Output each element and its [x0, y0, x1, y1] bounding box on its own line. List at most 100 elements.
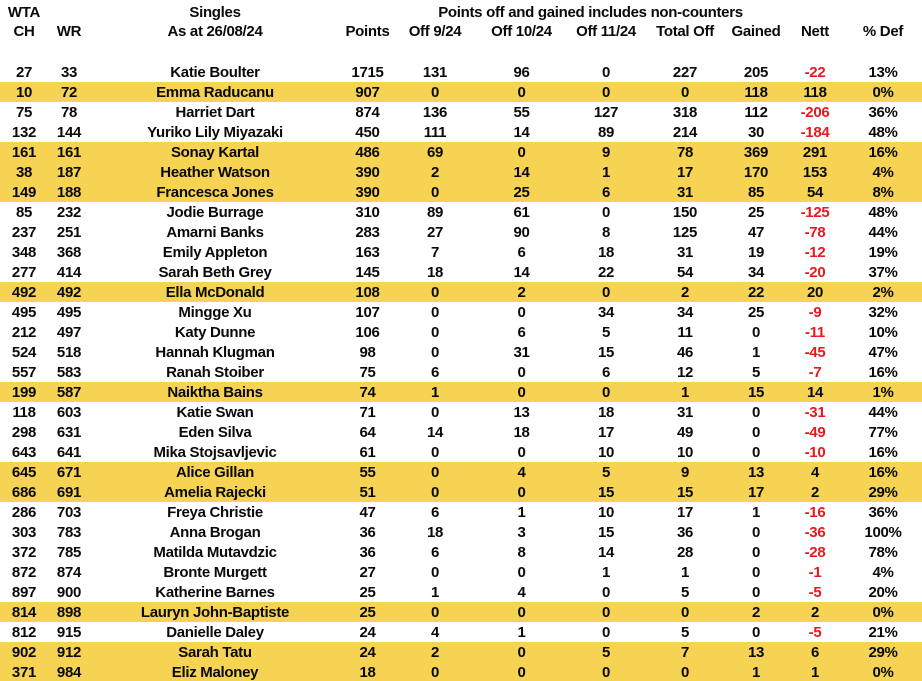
table-row: 812 915 Danielle Daley 24 4 1 0 5 0 -5 21%: [0, 622, 922, 642]
cell-points: 55: [359, 463, 376, 481]
cell-nett: 14: [806, 383, 824, 401]
cell-total-off: 12: [676, 363, 694, 381]
cell-total-off: 36: [676, 523, 694, 541]
cell-points: 64: [359, 423, 376, 441]
cell-pct-def: 13%: [868, 63, 898, 81]
cell-nett: -78: [804, 223, 826, 241]
cell-off-11-24: 5: [601, 643, 611, 661]
cell-off-10-24: 0: [517, 383, 526, 401]
cell-off-9-24: 136: [422, 103, 448, 121]
cell-off-9-24: 0: [430, 663, 440, 681]
cell-name: Eliz Maloney: [171, 663, 259, 681]
singles-title: Singles: [189, 4, 241, 21]
cell-off-11-24: 127: [593, 103, 619, 121]
cell-pct-def: 100%: [864, 523, 902, 541]
cell-nett: -12: [804, 243, 826, 261]
cell-off-9-24: 1: [430, 583, 440, 601]
cell-name: Alice Gillan: [175, 463, 255, 481]
cell-points: 390: [355, 163, 380, 181]
cell-off-9-24: 0: [430, 563, 440, 581]
cell-off-10-24: 0: [517, 363, 526, 381]
cell-ch: 303: [11, 523, 37, 541]
cell-nett: -22: [804, 63, 826, 81]
table-row: 371 984 Eliz Maloney 18 0 0 0 0 1 1 0%: [0, 662, 922, 681]
cell-off-11-24: 0: [601, 583, 611, 601]
cell-off-10-24: 6: [517, 323, 526, 341]
cell-name: Harriet Dart: [175, 103, 255, 121]
cell-ch: 85: [15, 203, 33, 221]
cell-nett: -16: [804, 503, 826, 521]
cell-off-9-24: 131: [422, 63, 448, 81]
cell-pct-def: 8%: [872, 183, 894, 201]
col-header-as-at: As at 26/08/24: [167, 23, 263, 40]
cell-off-10-24: 55: [513, 103, 530, 121]
cell-name: Hannah Klugman: [155, 343, 275, 361]
cell-total-off: 150: [672, 203, 698, 221]
cell-pct-def: 44%: [868, 403, 898, 421]
cell-wr: 188: [56, 183, 82, 201]
cell-off-11-24: 9: [601, 143, 611, 161]
cell-total-off: 0: [680, 83, 690, 101]
cell-off-10-24: 0: [517, 483, 526, 501]
cell-name: Anna Brogan: [169, 523, 261, 541]
cell-nett: 2: [810, 483, 820, 501]
cell-name: Amelia Rajecki: [164, 483, 266, 501]
cell-ch: 132: [11, 123, 37, 141]
cell-nett: -11: [805, 323, 825, 341]
cell-gained: 205: [743, 63, 769, 81]
cell-off-9-24: 0: [430, 603, 440, 621]
cell-points: 874: [355, 103, 380, 121]
cell-pct-def: 29%: [868, 643, 898, 661]
cell-nett: 2: [810, 603, 820, 621]
cell-gained: 2: [751, 603, 761, 621]
cell-total-off: 15: [676, 483, 694, 501]
cell-name: Katie Swan: [176, 403, 254, 421]
table-row: 237 251 Amarni Banks 283 27 90 8 125 47 -78 44%: [0, 222, 922, 242]
cell-name: Freya Christie: [167, 503, 263, 521]
cell-pct-def: 0%: [872, 663, 894, 681]
cell-off-11-24: 34: [597, 303, 615, 321]
cell-total-off: 2: [680, 283, 690, 301]
cell-ch: 557: [11, 363, 37, 381]
cell-total-off: 49: [676, 423, 694, 441]
header-row-2: CH WR As at 26/08/24 Points Off 9/24 Off…: [0, 22, 922, 41]
cell-name: Ella McDonald: [165, 283, 265, 301]
cell-nett: -10: [804, 443, 826, 461]
cell-off-10-24: 1: [517, 623, 526, 641]
cell-name: Amarni Banks: [166, 223, 264, 241]
cell-ch: 118: [12, 403, 36, 421]
cell-gained: 25: [747, 303, 765, 321]
col-header-off-11-24: Off 11/24: [576, 23, 636, 40]
table-row: 38 187 Heather Watson 390 2 14 1 17 170 153 4%: [0, 162, 922, 182]
cell-off-9-24: 2: [430, 163, 440, 181]
cell-total-off: 11: [677, 323, 693, 341]
cell-off-9-24: 0: [430, 283, 440, 301]
cell-name: Emily Appleton: [162, 243, 268, 261]
cell-off-11-24: 0: [601, 663, 611, 681]
cell-total-off: 1: [680, 383, 690, 401]
cell-pct-def: 10%: [868, 323, 898, 341]
cell-wr: 187: [56, 163, 82, 181]
cell-off-11-24: 15: [597, 343, 615, 361]
cell-gained: 0: [751, 443, 761, 461]
col-header-gained: Gained: [731, 23, 781, 40]
cell-off-10-24: 18: [513, 423, 530, 441]
cell-wr: 583: [56, 363, 82, 381]
cell-gained: 0: [751, 323, 761, 341]
cell-wr: 783: [56, 523, 82, 541]
cell-name: Bronte Murgett: [163, 563, 267, 581]
cell-off-9-24: 0: [430, 443, 440, 461]
cell-pct-def: 16%: [868, 463, 898, 481]
cell-nett: 153: [802, 163, 828, 181]
cell-gained: 5: [751, 363, 761, 381]
cell-wr: 144: [56, 123, 82, 141]
cell-gained: 47: [747, 223, 765, 241]
cell-off-10-24: 31: [513, 343, 530, 361]
cell-off-9-24: 0: [430, 483, 440, 501]
cell-nett: -20: [804, 263, 826, 281]
cell-off-10-24: 6: [517, 243, 526, 261]
cell-off-10-24: 0: [517, 83, 526, 101]
cell-pct-def: 16%: [868, 363, 898, 381]
col-header-total-off: Total Off: [656, 23, 714, 40]
cell-wr: 671: [56, 463, 82, 481]
